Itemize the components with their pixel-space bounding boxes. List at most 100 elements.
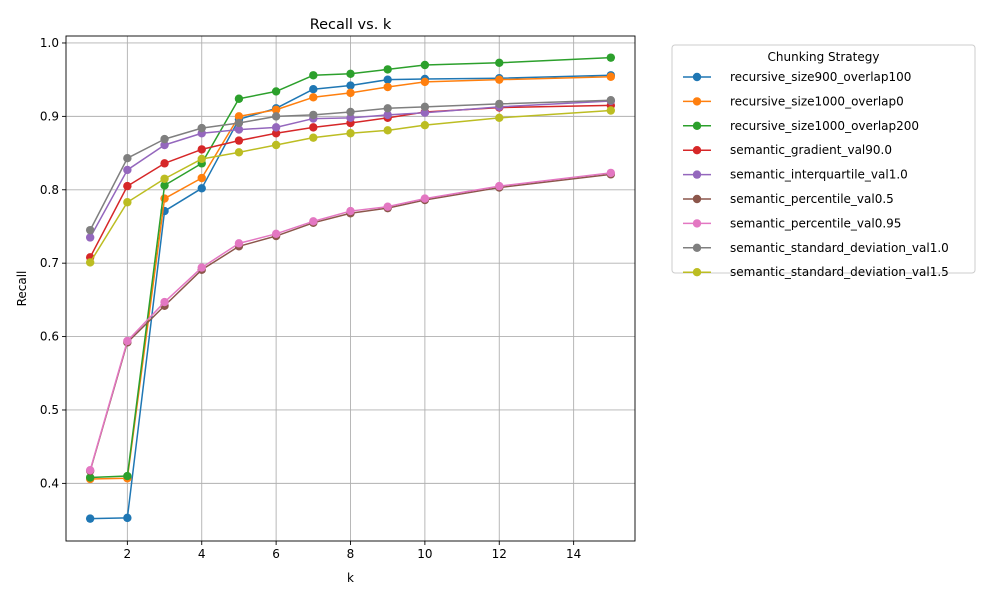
legend-marker — [692, 121, 702, 130]
data-point — [197, 184, 206, 193]
legend-marker — [692, 97, 702, 106]
data-point — [606, 72, 616, 81]
x-axis-label: k — [347, 571, 354, 585]
x-tick-label: 8 — [347, 547, 355, 561]
data-point — [420, 108, 430, 117]
x-tick-label: 6 — [272, 547, 280, 561]
data-point — [309, 71, 318, 80]
data-point — [85, 225, 95, 235]
data-point — [383, 202, 392, 211]
data-point — [346, 113, 355, 123]
series-semantic_standard_deviation_val1.0 — [85, 96, 616, 235]
data-point — [606, 96, 616, 105]
data-point — [197, 154, 206, 164]
data-point — [606, 106, 616, 115]
data-point — [420, 102, 430, 112]
data-point — [123, 471, 132, 481]
legend-label: semantic_standard_deviation_val1.0 — [730, 241, 949, 255]
x-tick-label: 10 — [417, 547, 432, 561]
data-point — [420, 120, 430, 130]
y-tick-label: 0.7 — [40, 256, 59, 270]
series-line — [89, 173, 611, 472]
y-tick-label: 0.4 — [40, 476, 59, 490]
legend-entry: semantic_standard_deviation_val1.0 — [683, 241, 949, 255]
data-point — [346, 107, 355, 117]
data-point — [383, 104, 392, 113]
data-point — [234, 94, 244, 103]
series-lines — [85, 53, 616, 523]
series-line — [90, 75, 611, 480]
y-axis-label: Recall — [15, 271, 29, 307]
legend-entry: semantic_standard_deviation_val1.5 — [683, 265, 949, 279]
data-point — [234, 148, 244, 157]
data-point — [495, 99, 504, 109]
axis-ticks: 2 4 6 8 10 12 14 0.4 0.5 0.6 0.7 0.8 0.9 1.0 — [40, 36, 581, 561]
data-point — [420, 60, 430, 70]
data-point — [309, 85, 318, 94]
data-point — [123, 336, 132, 346]
legend-entry: semantic_percentile_val0.5 — [683, 192, 894, 206]
data-point — [309, 93, 318, 102]
series-line — [89, 172, 611, 471]
series-semantic_standard_deviation_val1.5 — [85, 106, 616, 267]
data-point — [271, 123, 281, 132]
data-point — [160, 297, 169, 307]
legend-label: recursive_size900_overlap100 — [730, 70, 911, 84]
x-tick-label: 14 — [566, 547, 581, 561]
legend-marker — [692, 219, 702, 228]
series-line — [89, 100, 611, 238]
legend-marker — [692, 243, 702, 252]
data-point — [160, 140, 169, 150]
data-point — [197, 173, 206, 183]
data-point — [85, 514, 95, 523]
y-tick-label: 0.5 — [40, 403, 59, 417]
data-point — [160, 181, 169, 190]
legend-label: semantic_percentile_val0.95 — [730, 216, 901, 230]
legend-label: semantic_percentile_val0.5 — [730, 192, 894, 206]
data-point — [123, 154, 132, 163]
data-point — [346, 88, 355, 98]
legend-label: semantic_interquartile_val1.0 — [730, 168, 908, 182]
data-point — [234, 125, 244, 134]
legend-label: recursive_size1000_overlap200 — [730, 119, 919, 133]
data-point — [123, 181, 132, 191]
data-point — [271, 229, 281, 239]
y-tick-label: 0.6 — [40, 330, 59, 344]
chart-title: Recall vs. k — [310, 17, 392, 33]
data-point — [346, 69, 355, 79]
legend-title: Chunking Strategy — [768, 50, 880, 64]
data-point — [234, 239, 244, 248]
data-point — [123, 513, 132, 523]
legend-entry: semantic_interquartile_val1.0 — [683, 168, 908, 182]
data-point — [606, 53, 616, 62]
data-point — [346, 206, 355, 216]
series-recursive_size1000_overlap200 — [85, 53, 616, 482]
data-point — [309, 133, 318, 142]
legend-entry: semantic_gradient_val90.0 — [683, 143, 892, 157]
legend-entry: recursive_size1000_overlap0 — [683, 94, 904, 108]
data-point — [197, 123, 206, 133]
data-point — [85, 258, 95, 267]
y-tick-label: 0.8 — [40, 183, 59, 197]
data-point — [85, 465, 95, 475]
data-point — [309, 123, 318, 132]
y-tick-label: 0.9 — [40, 109, 59, 123]
data-point — [234, 112, 244, 121]
data-point — [160, 194, 169, 203]
data-point — [271, 129, 281, 138]
data-point — [234, 136, 244, 145]
x-tick-label: 2 — [124, 547, 132, 561]
legend-box — [671, 44, 976, 274]
data-point — [495, 181, 504, 191]
legend-entry: recursive_size1000_overlap200 — [683, 119, 919, 133]
series-semantic_percentile_val0.95 — [85, 168, 616, 475]
data-point — [85, 473, 95, 482]
legend-label: recursive_size1000_overlap0 — [730, 94, 904, 108]
data-point — [85, 233, 95, 242]
legend-marker — [692, 146, 702, 155]
data-point — [271, 105, 281, 114]
data-point — [383, 126, 392, 135]
series-line — [89, 109, 611, 263]
data-point — [383, 82, 392, 92]
